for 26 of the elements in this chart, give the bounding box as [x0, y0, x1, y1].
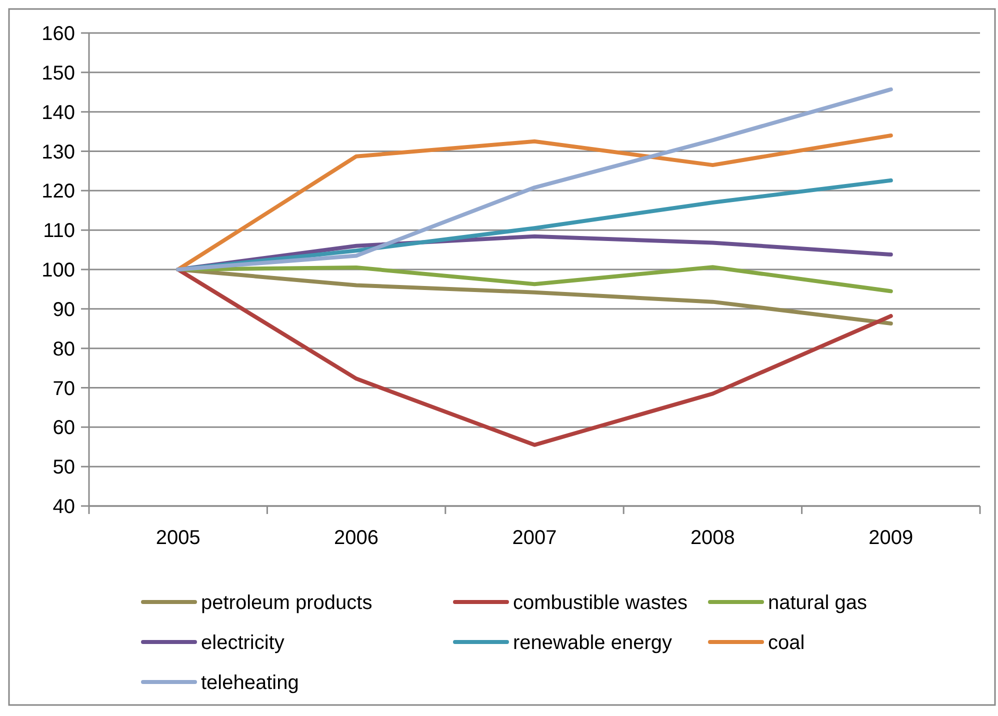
- y-tick-label: 50: [52, 456, 75, 479]
- y-tick-label: 60: [52, 417, 75, 440]
- y-tick-label: 120: [42, 180, 75, 203]
- y-tick-label: 70: [52, 378, 75, 400]
- legend-label: petroleum products: [201, 592, 372, 614]
- legend-label: natural gas: [768, 592, 867, 614]
- y-tick-label: 140: [42, 102, 75, 124]
- x-tick-label: 2009: [868, 527, 914, 549]
- legend-label: electricity: [201, 632, 284, 654]
- x-tick-label: 2005: [156, 527, 200, 549]
- line-series: [176, 87, 893, 272]
- legend-label: renewable energy: [513, 632, 672, 654]
- y-tick-label: 40: [52, 496, 75, 518]
- y-tick-label: 80: [52, 338, 75, 360]
- y-tick-label: 90: [52, 298, 75, 321]
- y-tick-label: 100: [42, 260, 75, 282]
- legend-label: coal: [768, 632, 805, 654]
- y-tick-label: 160: [42, 23, 75, 45]
- x-tick-label: 2007: [512, 527, 557, 549]
- x-tick-label: 2008: [690, 527, 735, 549]
- y-tick-label: 150: [42, 62, 75, 84]
- y-tick-label: 110: [43, 220, 75, 242]
- legend-label: teleheating: [201, 672, 299, 694]
- legend-label: combustible wastes: [513, 592, 688, 614]
- x-tick-label: 2006: [334, 527, 379, 549]
- y-tick-label: 130: [42, 141, 75, 164]
